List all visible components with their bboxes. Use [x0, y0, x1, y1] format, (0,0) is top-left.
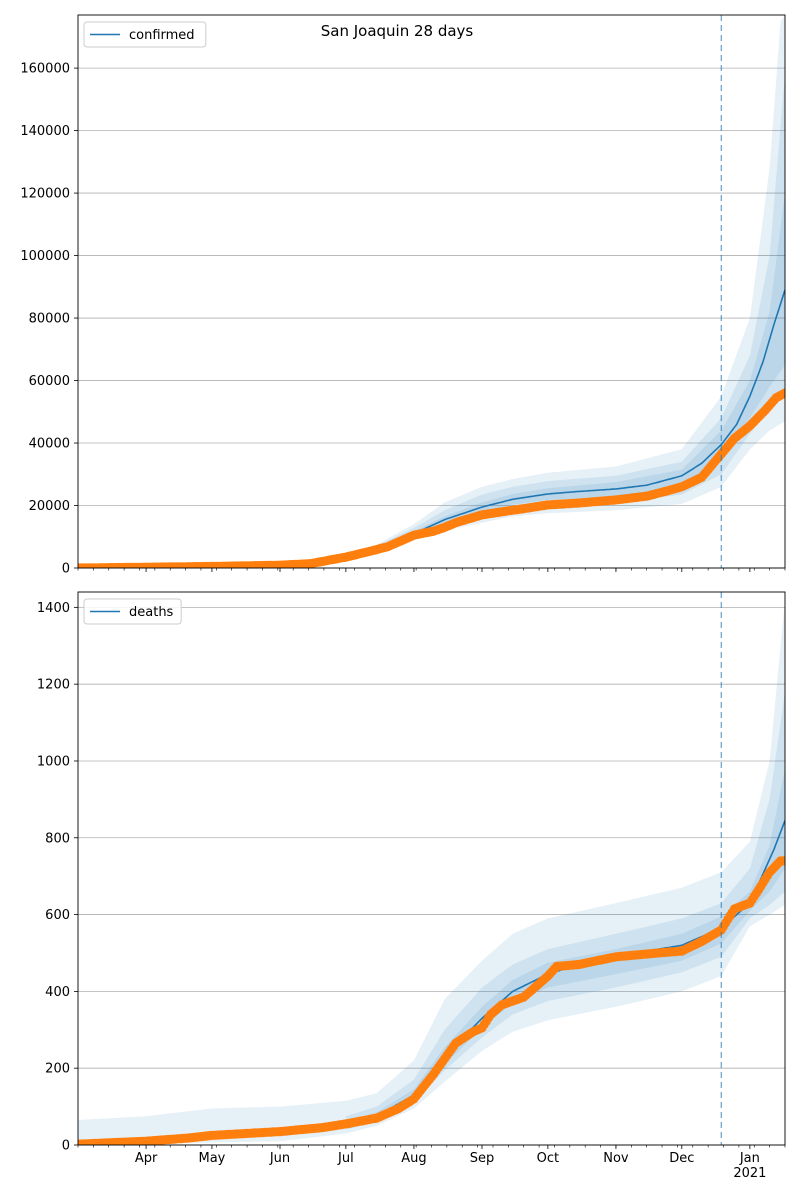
y-tick-label: 1000 [37, 754, 70, 769]
legend-label: deaths [129, 605, 174, 620]
y-tick-label: 1200 [37, 678, 70, 693]
x-tick-label: Jul [337, 1151, 354, 1166]
y-tick-label: 0 [62, 562, 70, 577]
x-tick-label: May [198, 1151, 225, 1166]
plot-area [78, 15, 785, 568]
y-tick-label: 40000 [29, 437, 70, 452]
confirmed-panel: 0 20000 40000 60000 80000 100000 120000 140000 1… [20, 14, 786, 577]
legend-box [83, 21, 207, 48]
y-tick-label: 0 [62, 1139, 70, 1154]
x-tick-label: Sep [470, 1151, 495, 1166]
y-tick-label: 120000 [20, 187, 70, 202]
legend: confirmed [83, 21, 207, 48]
y-tick-label: 20000 [29, 499, 70, 514]
y-tick-label: 200 [45, 1062, 70, 1077]
uncertainty-band-middle [345, 691, 785, 1130]
x-tick-label: Jan [739, 1151, 760, 1166]
y-tick-label: 400 [45, 985, 70, 1000]
y-tick-label: 60000 [29, 374, 70, 389]
y-tick-label: 600 [45, 908, 70, 923]
observed-series [78, 856, 785, 1145]
legend-box [83, 598, 182, 625]
x-tick-label: Oct [537, 1151, 559, 1166]
x-tick-label: Jun [269, 1151, 290, 1166]
observed-series [78, 388, 785, 568]
x-tick-label: Apr [135, 1151, 158, 1166]
y-tick-label: 100000 [20, 249, 70, 264]
chart-title: San Joaquin 28 days [321, 22, 474, 40]
x-tick-label: 2021 [733, 1166, 766, 1181]
x-tick-label: Aug [401, 1151, 426, 1166]
y-tick-label: 80000 [29, 312, 70, 327]
observed-point [780, 388, 785, 398]
deaths-panel: 0 200 400 600 800 1000 1200 1400 Apr May Jun Jul Aug… [37, 591, 786, 1181]
uncertainty-band-inner [345, 768, 785, 1127]
legend-label: confirmed [129, 28, 195, 43]
plot-area [78, 599, 785, 1145]
y-tick-label: 800 [45, 831, 70, 846]
observed-point [780, 856, 785, 866]
y-tick-label: 1400 [37, 601, 70, 616]
y-tick-label: 140000 [20, 124, 70, 139]
y-tick-label: 160000 [20, 62, 70, 77]
x-tick-label: Nov [603, 1151, 629, 1166]
legend: deaths [83, 598, 182, 625]
uncertainty-band-outer [78, 599, 785, 1145]
x-tick-label: Dec [669, 1151, 694, 1166]
